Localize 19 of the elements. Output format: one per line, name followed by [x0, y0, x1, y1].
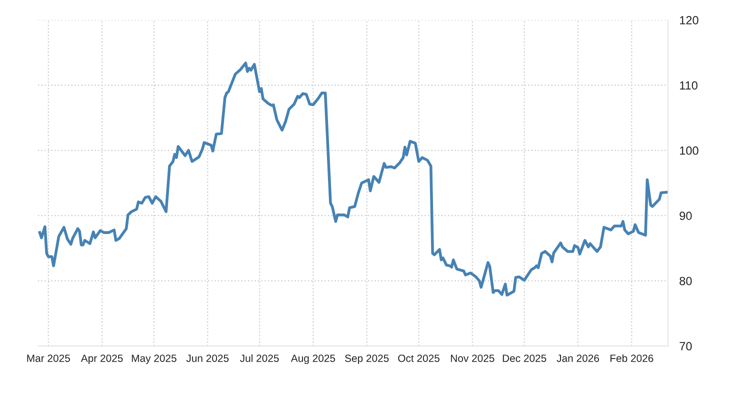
x-tick-label: Oct 2025 — [398, 354, 440, 362]
x-tick-label: Jul 2025 — [240, 354, 279, 362]
y-tick-label: 80 — [680, 276, 692, 286]
x-tick-label: Jan 2026 — [556, 354, 599, 362]
x-tick-label: Jun 2025 — [186, 354, 229, 362]
y-tick-label: 70 — [680, 342, 692, 350]
x-tick-label: Aug 2025 — [290, 354, 336, 364]
line-series — [38, 62, 668, 297]
x-tick-label: Feb 2026 — [610, 354, 654, 362]
y-tick-label: 90 — [680, 212, 692, 220]
x-tick-label: Nov 2025 — [450, 354, 494, 362]
y-tick-label: 110 — [680, 81, 698, 90]
x-tick-label: Dec 2025 — [502, 354, 546, 362]
y-tick-label: 100 — [680, 146, 698, 155]
x-tick-label: May 2025 — [132, 354, 176, 364]
y-tick-label: 120 — [680, 16, 698, 24]
x-tick-label: Apr 2025 — [80, 354, 123, 364]
x-tick-label: Mar 2025 — [27, 354, 70, 362]
x-tick-label: Sep 2025 — [345, 354, 389, 364]
